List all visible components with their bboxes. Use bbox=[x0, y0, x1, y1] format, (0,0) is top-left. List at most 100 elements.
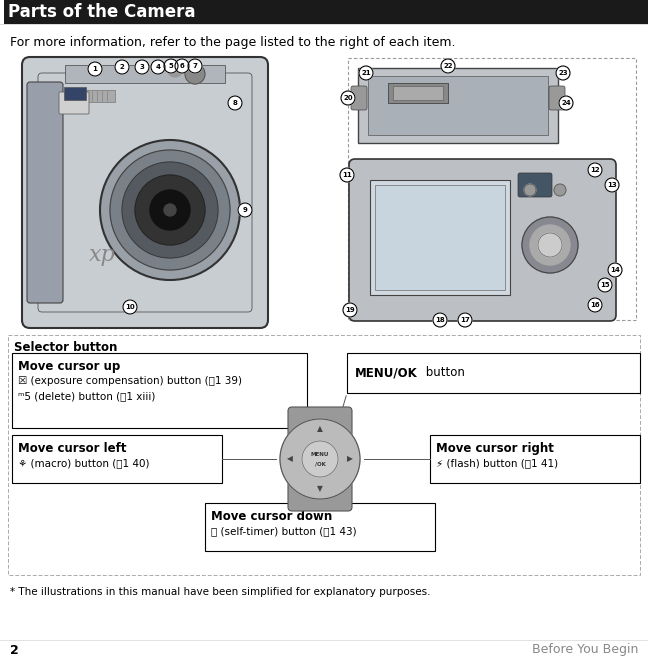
Text: 21: 21 bbox=[361, 70, 371, 76]
FancyBboxPatch shape bbox=[70, 90, 115, 102]
Text: Move cursor up: Move cursor up bbox=[18, 360, 121, 373]
Text: 8: 8 bbox=[233, 100, 237, 106]
Text: 16: 16 bbox=[590, 302, 600, 308]
FancyBboxPatch shape bbox=[370, 180, 510, 295]
Text: 2: 2 bbox=[10, 644, 19, 657]
Text: ⌛ (self-timer) button (⤀1 43): ⌛ (self-timer) button (⤀1 43) bbox=[211, 526, 356, 536]
Circle shape bbox=[554, 184, 566, 196]
Text: 14: 14 bbox=[610, 267, 620, 273]
Text: For more information, refer to the page listed to the right of each item.: For more information, refer to the page … bbox=[10, 36, 456, 49]
Circle shape bbox=[164, 204, 176, 216]
FancyBboxPatch shape bbox=[0, 0, 4, 24]
Circle shape bbox=[524, 184, 536, 196]
Text: MENU: MENU bbox=[311, 453, 329, 457]
Text: 7: 7 bbox=[192, 63, 198, 69]
FancyBboxPatch shape bbox=[65, 65, 225, 83]
Circle shape bbox=[340, 168, 354, 182]
Circle shape bbox=[538, 233, 562, 257]
Circle shape bbox=[238, 203, 252, 217]
Text: 1: 1 bbox=[93, 66, 97, 72]
FancyBboxPatch shape bbox=[358, 68, 558, 143]
FancyBboxPatch shape bbox=[368, 76, 548, 135]
Text: 15: 15 bbox=[600, 282, 610, 288]
Text: Parts of the Camera: Parts of the Camera bbox=[8, 3, 196, 21]
Circle shape bbox=[598, 278, 612, 292]
Circle shape bbox=[343, 303, 357, 317]
Text: 20: 20 bbox=[343, 95, 353, 101]
Text: 4: 4 bbox=[156, 64, 161, 70]
Circle shape bbox=[302, 441, 338, 477]
Circle shape bbox=[185, 64, 205, 84]
Text: ◀: ◀ bbox=[287, 455, 293, 463]
FancyBboxPatch shape bbox=[59, 92, 89, 114]
Circle shape bbox=[522, 217, 578, 273]
Circle shape bbox=[588, 298, 602, 312]
Circle shape bbox=[151, 60, 165, 74]
Text: Move cursor down: Move cursor down bbox=[211, 510, 332, 523]
Circle shape bbox=[458, 313, 472, 327]
FancyBboxPatch shape bbox=[518, 173, 552, 197]
Circle shape bbox=[588, 163, 602, 177]
Circle shape bbox=[441, 59, 455, 73]
Text: ☒ (exposure compensation) button (⤀1 39): ☒ (exposure compensation) button (⤀1 39) bbox=[18, 376, 242, 386]
Text: ▼: ▼ bbox=[317, 484, 323, 494]
FancyBboxPatch shape bbox=[375, 185, 505, 290]
Text: 24: 24 bbox=[561, 100, 571, 106]
Circle shape bbox=[122, 162, 218, 258]
Text: 17: 17 bbox=[460, 317, 470, 323]
Circle shape bbox=[135, 175, 205, 245]
Text: 9: 9 bbox=[242, 207, 248, 213]
Circle shape bbox=[530, 225, 570, 265]
Circle shape bbox=[228, 96, 242, 110]
Text: ⚡ (flash) button (⤀1 41): ⚡ (flash) button (⤀1 41) bbox=[436, 458, 558, 468]
Text: 5: 5 bbox=[168, 63, 174, 69]
Circle shape bbox=[559, 96, 573, 110]
FancyBboxPatch shape bbox=[388, 83, 448, 103]
Text: /OK: /OK bbox=[314, 461, 325, 467]
Text: Move cursor right: Move cursor right bbox=[436, 442, 554, 455]
Circle shape bbox=[188, 59, 202, 73]
Text: 23: 23 bbox=[558, 70, 568, 76]
Text: 3: 3 bbox=[139, 64, 145, 70]
Text: ▶: ▶ bbox=[347, 455, 353, 463]
Circle shape bbox=[100, 140, 240, 280]
Circle shape bbox=[433, 313, 447, 327]
Text: button: button bbox=[422, 366, 465, 379]
FancyBboxPatch shape bbox=[349, 159, 616, 321]
Circle shape bbox=[608, 263, 622, 277]
Circle shape bbox=[175, 59, 189, 73]
Circle shape bbox=[88, 62, 102, 76]
Text: 6: 6 bbox=[179, 63, 185, 69]
FancyBboxPatch shape bbox=[22, 57, 268, 328]
Circle shape bbox=[168, 63, 182, 77]
FancyBboxPatch shape bbox=[351, 86, 367, 110]
Text: xp: xp bbox=[89, 244, 115, 266]
FancyBboxPatch shape bbox=[288, 407, 352, 511]
Circle shape bbox=[150, 190, 190, 230]
Text: ᵐ5 (delete) button (⤀1 xiii): ᵐ5 (delete) button (⤀1 xiii) bbox=[18, 391, 156, 401]
Circle shape bbox=[341, 91, 355, 105]
Text: 19: 19 bbox=[345, 307, 355, 313]
Circle shape bbox=[605, 178, 619, 192]
Text: 11: 11 bbox=[342, 172, 352, 178]
Text: 10: 10 bbox=[125, 304, 135, 310]
Text: 13: 13 bbox=[607, 182, 617, 188]
Text: Before You Begin: Before You Begin bbox=[531, 644, 638, 657]
Text: * The illustrations in this manual have been simplified for explanatory purposes: * The illustrations in this manual have … bbox=[10, 587, 430, 597]
Text: MENU/OK: MENU/OK bbox=[355, 366, 418, 379]
Text: 18: 18 bbox=[435, 317, 445, 323]
FancyBboxPatch shape bbox=[549, 86, 565, 110]
FancyBboxPatch shape bbox=[393, 86, 443, 100]
Circle shape bbox=[123, 300, 137, 314]
Circle shape bbox=[115, 60, 129, 74]
FancyBboxPatch shape bbox=[64, 87, 86, 100]
Text: 22: 22 bbox=[443, 63, 453, 69]
Circle shape bbox=[164, 59, 178, 73]
Circle shape bbox=[135, 60, 149, 74]
Circle shape bbox=[359, 66, 373, 80]
Text: 12: 12 bbox=[590, 167, 600, 173]
FancyBboxPatch shape bbox=[27, 82, 63, 303]
Text: Move cursor left: Move cursor left bbox=[18, 442, 126, 455]
Circle shape bbox=[110, 150, 230, 270]
Text: 2: 2 bbox=[120, 64, 124, 70]
